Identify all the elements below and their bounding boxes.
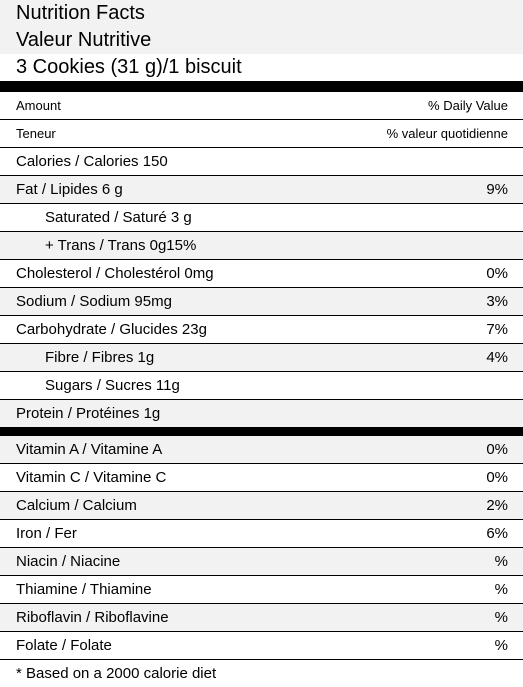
nutrient-label: Cholesterol / Cholestérol 0mg xyxy=(16,265,214,282)
nutrient-row: Folate / Folate% xyxy=(0,632,523,660)
daily-value: % xyxy=(494,581,508,598)
nutrient-row: Niacin / Niacine% xyxy=(0,548,523,576)
nutrient-label: Protein / Protéines 1g xyxy=(16,405,161,422)
footnote: * Based on a 2000 calorie diet xyxy=(16,665,217,682)
nutrient-label: Vitamin A / Vitamine A xyxy=(16,441,163,458)
nutrient-row: Calcium / Calcium 2% xyxy=(0,492,523,520)
nutrient-row: Vitamin A / Vitamine A 0% xyxy=(0,436,523,464)
nutrient-label: Sugars / Sucres 11g xyxy=(45,377,180,394)
daily-value: 6% xyxy=(486,525,508,542)
header-right: % valeur quotidienne xyxy=(386,126,508,141)
header-row: Teneur % valeur quotidienne xyxy=(0,120,523,148)
nutrient-label: Calcium / Calcium xyxy=(16,497,137,514)
daily-value: 9% xyxy=(486,181,508,198)
daily-value: 7% xyxy=(486,321,508,338)
daily-value: 0% xyxy=(486,469,508,486)
nutrient-label: Thiamine / Thiamine xyxy=(16,581,152,598)
nutrient-row: Sodium / Sodium 95mg 3% xyxy=(0,288,523,316)
nutrient-row: Carbohydrate / Glucides 23g 7% xyxy=(0,316,523,344)
nutrient-label: Fibre / Fibres 1g xyxy=(45,349,155,366)
header-right: % Daily Value xyxy=(428,98,508,113)
daily-value: % xyxy=(494,609,508,626)
nutrient-row: Iron / Fer 6% xyxy=(0,520,523,548)
daily-value: % xyxy=(494,553,508,570)
nutrient-label: Carbohydrate / Glucides 23g xyxy=(16,321,207,338)
nutrient-row: Vitamin C / Vitamine C 0% xyxy=(0,464,523,492)
nutrient-row: + Trans / Trans 0g15% xyxy=(0,232,523,260)
thick-rule xyxy=(0,428,523,436)
daily-value: 0% xyxy=(486,441,508,458)
nutrient-label: Folate / Folate xyxy=(16,637,112,654)
nutrient-row: Saturated / Saturé 3 g xyxy=(0,204,523,232)
serving-size: 3 Cookies (31 g)/1 biscuit xyxy=(0,54,523,81)
nutrient-label: + Trans / Trans 0g15% xyxy=(45,237,197,254)
nutrient-row: Sugars / Sucres 11g xyxy=(0,372,523,400)
daily-value: 3% xyxy=(486,293,508,310)
nutrient-row: Protein / Protéines 1g xyxy=(0,400,523,428)
nutrient-row: Thiamine / Thiamine% xyxy=(0,576,523,604)
column-headers: Amount % Daily Value Teneur % valeur quotid… xyxy=(0,92,523,148)
nutrient-label: Iron / Fer xyxy=(16,525,77,542)
nutrient-row: Fibre / Fibres 1g 4% xyxy=(0,344,523,372)
daily-value: % xyxy=(494,637,508,654)
nutrient-label: Calories / Calories 150 xyxy=(16,153,168,170)
nutrient-label: Riboflavin / Riboflavine xyxy=(16,609,169,626)
nutrients: Calories / Calories 150 Fat / Lipides 6 g… xyxy=(0,148,523,428)
daily-value: 4% xyxy=(486,349,508,366)
header-left: Amount xyxy=(16,98,61,113)
nutrient-row: Riboflavin / Riboflavine% xyxy=(0,604,523,632)
header-left: Teneur xyxy=(16,126,56,141)
nutrient-label: Sodium / Sodium 95mg xyxy=(16,293,172,310)
vitamins: Vitamin A / Vitamine A 0% Vitamin C / Vita… xyxy=(0,436,523,660)
nutrient-label: Vitamin C / Vitamine C xyxy=(16,469,167,486)
nutrient-label: Fat / Lipides 6 g xyxy=(16,181,123,198)
daily-value: 2% xyxy=(486,497,508,514)
nutrient-label: Saturated / Saturé 3 g xyxy=(45,209,192,226)
title-fr: Valeur Nutritive xyxy=(0,27,523,54)
nutrient-row: Cholesterol / Cholestérol 0mg 0% xyxy=(0,260,523,288)
daily-value: 0% xyxy=(486,265,508,282)
header-row: Amount % Daily Value xyxy=(0,92,523,120)
title: Nutrition Facts xyxy=(0,0,523,27)
nutrient-label: Niacin / Niacine xyxy=(16,553,121,570)
thick-rule xyxy=(0,81,523,92)
nutrient-row: Fat / Lipides 6 g 9% xyxy=(0,176,523,204)
nutrient-row: Calories / Calories 150 xyxy=(0,148,523,176)
